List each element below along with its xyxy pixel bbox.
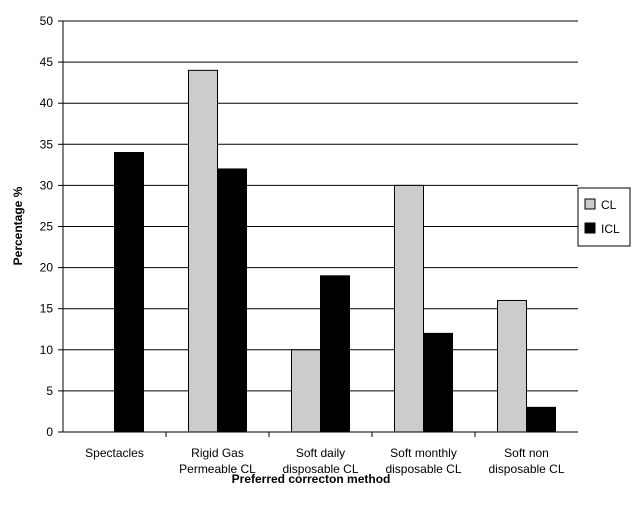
legend-box bbox=[577, 187, 631, 247]
x-tick-label: Soft non bbox=[504, 446, 549, 460]
x-tick-label: disposable CL bbox=[488, 462, 564, 476]
y-tick-label: 5 bbox=[46, 384, 53, 398]
y-tick-label: 35 bbox=[40, 137, 54, 151]
x-tick-label: Soft monthly bbox=[390, 446, 457, 460]
y-tick-label: 50 bbox=[40, 14, 54, 28]
x-tick-label: Spectacles bbox=[85, 446, 144, 460]
legend-label-cl: CL bbox=[601, 198, 617, 212]
y-tick-labels: 0 5 10 15 20 25 30 35 40 45 50 bbox=[40, 14, 54, 439]
y-tick-label: 0 bbox=[46, 425, 53, 439]
legend: CL ICL bbox=[577, 187, 631, 247]
bar-cl-4 bbox=[497, 299, 527, 433]
bar-icl-2 bbox=[320, 275, 350, 433]
legend-swatch-cl bbox=[584, 198, 596, 210]
x-tick-label: disposable CL bbox=[385, 462, 461, 476]
legend-label-icl: ICL bbox=[601, 222, 620, 236]
bar-cl-1 bbox=[188, 69, 218, 433]
y-tick-label: 10 bbox=[40, 343, 54, 357]
x-tick-label: Soft daily bbox=[296, 446, 345, 460]
bar-icl-3 bbox=[423, 332, 453, 433]
bar-icl-4 bbox=[526, 406, 556, 433]
y-tick-label: 20 bbox=[40, 261, 54, 275]
x-tick-label: Rigid Gas bbox=[191, 446, 244, 460]
y-tick-label: 15 bbox=[40, 302, 54, 316]
x-tick-label: Permeable CL bbox=[179, 462, 256, 476]
bar-cl-2 bbox=[291, 349, 321, 433]
y-tick-label: 30 bbox=[40, 178, 54, 192]
bars bbox=[114, 69, 556, 433]
y-axis-title: Percentage % bbox=[11, 186, 25, 265]
legend-swatch-icl bbox=[584, 222, 596, 234]
x-tick-label: disposable CL bbox=[282, 462, 358, 476]
bar-icl-0 bbox=[114, 152, 144, 433]
y-tick-label: 45 bbox=[40, 55, 54, 69]
y-tick-label: 25 bbox=[40, 220, 54, 234]
x-axis-title: Preferred correcton method bbox=[232, 472, 391, 486]
x-tick-labels: Spectacles Rigid Gas Permeable CL Soft dail… bbox=[85, 432, 565, 476]
bar-icl-1 bbox=[217, 168, 247, 433]
bar-cl-3 bbox=[394, 184, 424, 433]
axes bbox=[62, 21, 578, 433]
y-tick-label: 40 bbox=[40, 96, 54, 110]
